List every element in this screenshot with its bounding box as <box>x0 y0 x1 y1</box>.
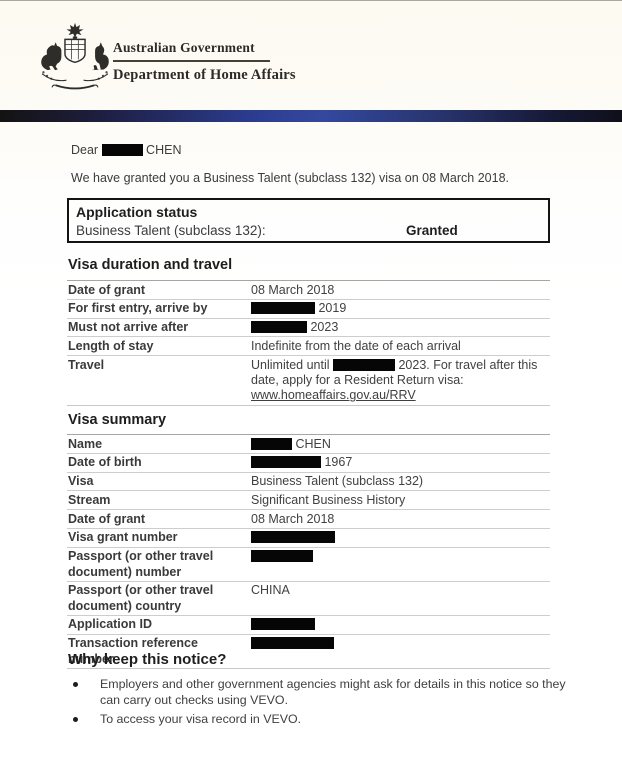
australian-coat-of-arms-logo <box>41 22 109 90</box>
redacted-text <box>101 144 143 156</box>
table-row: Date of grant 08 March 2018 <box>67 509 550 528</box>
bullet-dot-icon <box>73 717 78 722</box>
table-row: Stream Significant Business History <box>67 490 550 509</box>
table-row: Visa Business Talent (subclass 132) <box>67 471 550 491</box>
row-label: Date of birth <box>68 455 142 470</box>
table-row: For first entry, arrive by 2019 <box>67 298 550 318</box>
application-status-box: Application status Business Talent (subc… <box>67 198 550 243</box>
visa-duration-heading: Visa duration and travel <box>68 257 233 273</box>
why-keep-heading: Why keep this notice? <box>68 651 227 668</box>
redacted-text <box>251 456 321 469</box>
row-label: Stream <box>68 492 111 507</box>
table-row: Date of birth 1967 <box>67 452 550 472</box>
application-status-label: Business Talent (subclass 132): <box>76 223 266 238</box>
value-text: 2019 <box>315 301 347 316</box>
header-divider <box>113 60 270 62</box>
value-text: 1967 <box>321 455 353 470</box>
government-title: Australian Government <box>113 40 255 55</box>
row-label: Date of grant <box>68 282 146 297</box>
row-label: Date of grant <box>68 511 146 526</box>
row-value: 08 March 2018 <box>251 512 550 527</box>
salutation-line: Dear CHEN <box>71 143 181 157</box>
row-label: Visa grant number <box>68 530 178 545</box>
bullet-text: Employers and other government agencies … <box>100 677 566 707</box>
row-value: CHEN <box>251 437 550 452</box>
row-value: Business Talent (subclass 132) <box>251 474 550 489</box>
row-value: Unlimited until 2023. For travel after t… <box>251 358 550 404</box>
bullet-dot-icon <box>73 682 78 687</box>
row-label: For first entry, arrive by <box>68 301 208 316</box>
table-row: Length of stay Indefinite from the date o… <box>67 336 550 355</box>
visa-duration-table: Date of grant 08 March 2018 For first entr… <box>67 280 550 406</box>
row-value: Indefinite from the date of each arrival <box>251 339 550 354</box>
value-text: Business Talent (subclass 132) <box>251 474 424 489</box>
redacted-text <box>251 321 307 334</box>
value-text: 2023. For travel after this date, apply … <box>251 357 538 387</box>
row-value: CHINA <box>251 583 550 614</box>
value-text: CHINA <box>251 583 290 598</box>
row-value: 1967 <box>251 455 550 470</box>
value-text: Unlimited until <box>251 357 333 372</box>
row-value <box>251 617 550 632</box>
row-value: 2019 <box>251 301 550 316</box>
table-row: Date of grant 08 March 2018 <box>67 280 550 299</box>
row-value <box>251 549 550 580</box>
redacted-text <box>251 637 334 650</box>
table-row: Visa grant number <box>67 527 550 547</box>
redacted-text <box>251 437 292 450</box>
visa-summary-table: Name CHEN Date of birth 1967 Visa Business … <box>67 434 550 669</box>
row-value: 08 March 2018 <box>251 283 550 298</box>
header-text-block: Australian Government Department of Home… <box>113 40 296 84</box>
row-value: Significant Business History <box>251 493 550 508</box>
row-label: Application ID <box>68 617 153 632</box>
rrv-link[interactable]: www.homeaffairs.gov.au/RRV <box>251 388 416 403</box>
header-accent-bar <box>0 110 622 122</box>
bullet-text: To access your visa record in VEVO. <box>100 712 302 726</box>
row-label: Passport (or other travel document) coun… <box>68 583 214 613</box>
value-text: Dear <box>71 143 102 157</box>
value-text: 08 March 2018 <box>251 511 335 526</box>
redacted-text <box>251 618 315 631</box>
visa-summary-heading: Visa summary <box>68 412 167 428</box>
bullet-item: To access your visa record in VEVO. <box>71 712 573 728</box>
row-value <box>251 636 550 667</box>
redacted-text <box>332 358 395 371</box>
application-status-title: Application status <box>76 204 198 220</box>
table-row: Application ID <box>67 614 550 634</box>
table-row: Name CHEN <box>67 434 550 453</box>
table-row: Travel Unlimited until 2023. For travel a… <box>67 355 550 404</box>
why-keep-bullet-list: Employers and other government agencies … <box>71 677 573 732</box>
table-row: Must not arrive after 2023 <box>67 317 550 337</box>
row-label: Travel <box>68 357 105 372</box>
redacted-text <box>251 302 315 315</box>
application-status-value: Granted <box>406 223 458 238</box>
row-label: Name <box>68 436 103 451</box>
value-text: 2023 <box>307 320 339 335</box>
table-row: Transaction reference number <box>67 633 550 668</box>
row-label: Visa <box>68 474 94 489</box>
bullet-item: Employers and other government agencies … <box>71 677 573 708</box>
application-status-row: Business Talent (subclass 132): Granted <box>76 222 541 240</box>
value-text: Significant Business History <box>251 492 406 507</box>
row-label: Transaction reference number <box>68 636 198 666</box>
redacted-text <box>251 550 313 563</box>
row-value: 2023 <box>251 320 550 335</box>
table-row: Passport (or other travel document) coun… <box>67 580 550 615</box>
row-label: Length of stay <box>68 338 154 353</box>
redacted-text <box>251 531 335 544</box>
value-text: 08 March 2018 <box>251 282 335 297</box>
grant-intro-text: We have granted you a Business Talent (s… <box>71 171 509 185</box>
row-label: Must not arrive after <box>68 320 189 335</box>
value-text: CHEN <box>142 143 182 157</box>
value-text: CHEN <box>292 436 331 451</box>
table-row: Passport (or other travel document) numb… <box>67 546 550 581</box>
department-title: Department of Home Affairs <box>113 66 296 83</box>
row-label: Passport (or other travel document) numb… <box>68 549 214 579</box>
value-text: Indefinite from the date of each arrival <box>251 338 461 353</box>
row-value <box>251 530 550 545</box>
